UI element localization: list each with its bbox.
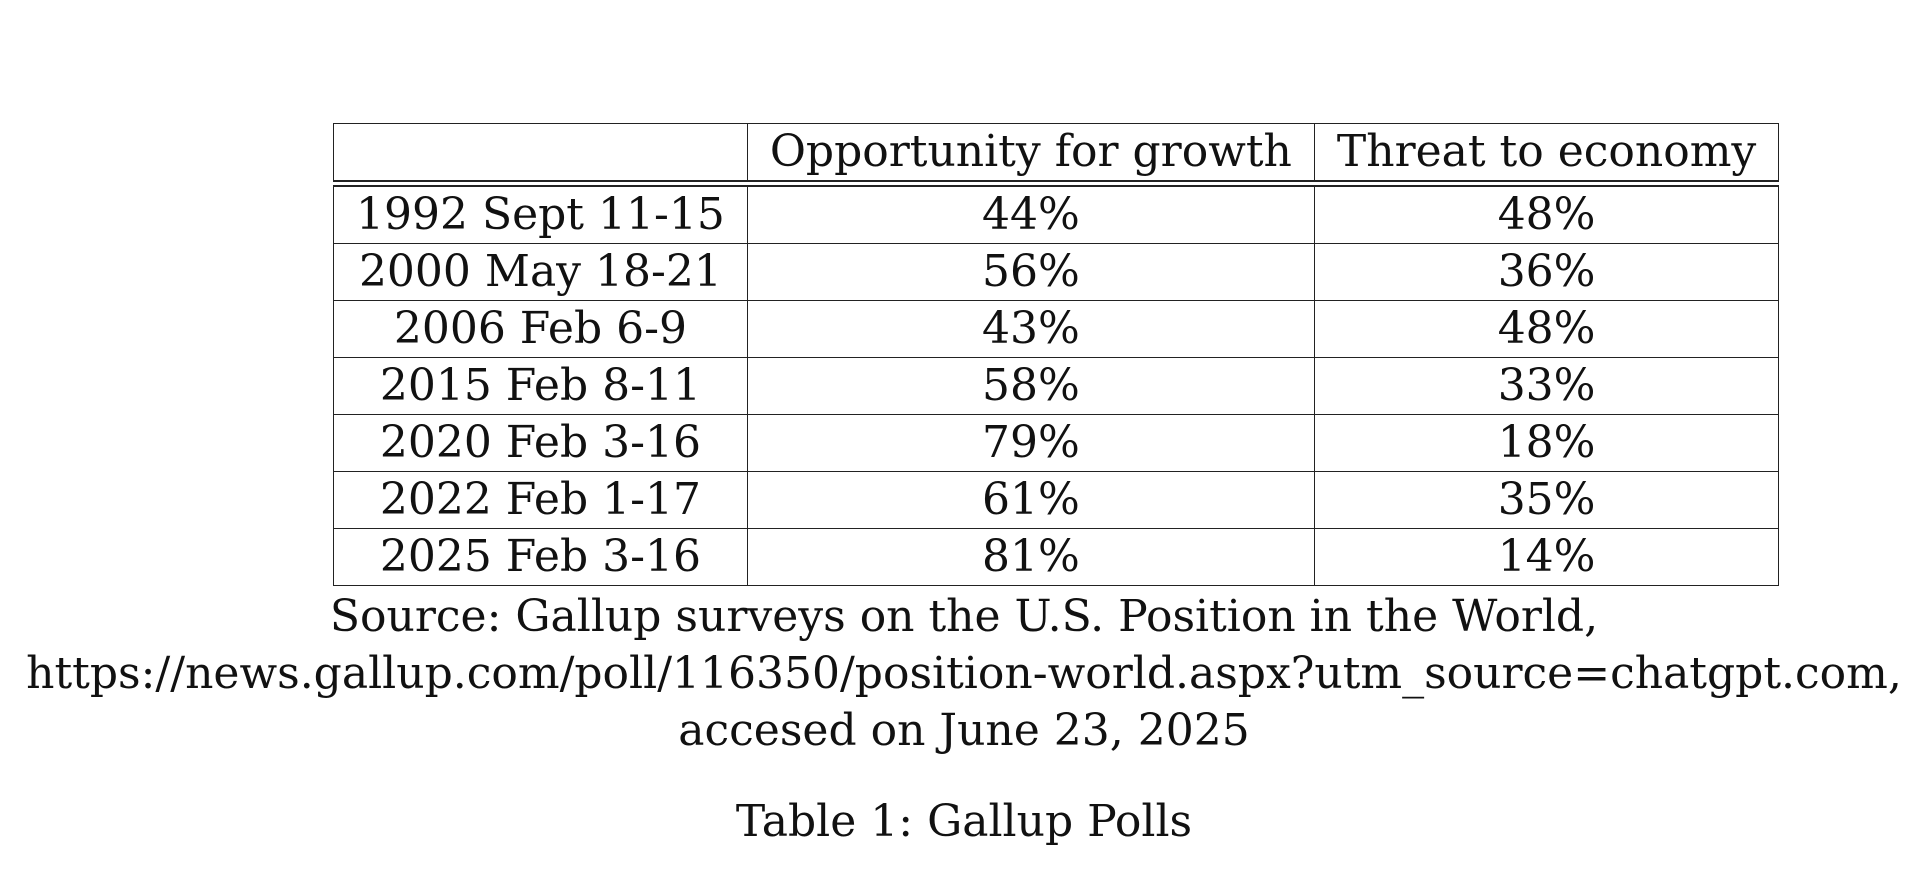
row-date: 2022 Feb 1-17 — [333, 471, 748, 529]
row-date: 2006 Feb 6-9 — [333, 300, 748, 358]
table-row: 1992 Sept 11-15 44% 48% — [333, 183, 1780, 244]
row-opportunity: 58% — [746, 357, 1315, 415]
row-opportunity: 44% — [746, 183, 1315, 244]
source-note: Source: Gallup surveys on the U.S. Posit… — [0, 588, 1928, 759]
row-threat: 33% — [1313, 357, 1780, 415]
row-threat: 48% — [1313, 300, 1780, 358]
row-opportunity: 61% — [746, 471, 1315, 529]
source-line-1: Source: Gallup surveys on the U.S. Posit… — [329, 591, 1599, 642]
table-caption: Table 1: Gallup Polls — [735, 796, 1193, 847]
table-row: 2015 Feb 8-11 58% 33% — [333, 357, 1780, 415]
row-date: 1992 Sept 11-15 — [333, 183, 748, 244]
source-url: https://news.gallup.com/poll/116350/posi… — [26, 648, 1902, 699]
row-opportunity: 81% — [746, 528, 1315, 586]
row-threat: 48% — [1313, 183, 1780, 244]
table-row: 2022 Feb 1-17 61% 35% — [333, 471, 1780, 529]
table-header-row: Opportunity for growth Threat to economy — [333, 123, 1780, 184]
row-threat: 18% — [1313, 414, 1780, 472]
poll-table-container: Opportunity for growth Threat to economy… — [333, 123, 1780, 586]
row-date: 2015 Feb 8-11 — [333, 357, 748, 415]
header-threat: Threat to economy — [1313, 123, 1780, 184]
table-row: 2006 Feb 6-9 43% 48% — [333, 300, 1780, 358]
row-opportunity: 43% — [746, 300, 1315, 358]
row-threat: 14% — [1313, 528, 1780, 586]
header-date — [333, 123, 748, 184]
source-access-date: accesed on June 23, 2025 — [678, 705, 1250, 756]
row-opportunity: 56% — [746, 243, 1315, 301]
table-row: 2025 Feb 3-16 81% 14% — [333, 528, 1780, 586]
table-row: 2020 Feb 3-16 79% 18% — [333, 414, 1780, 472]
row-date: 2000 May 18-21 — [333, 243, 748, 301]
row-opportunity: 79% — [746, 414, 1315, 472]
table-row: 2000 May 18-21 56% 36% — [333, 243, 1780, 301]
row-date: 2020 Feb 3-16 — [333, 414, 748, 472]
row-threat: 35% — [1313, 471, 1780, 529]
gallup-poll-table: Opportunity for growth Threat to economy… — [333, 123, 1780, 586]
row-date: 2025 Feb 3-16 — [333, 528, 748, 586]
row-threat: 36% — [1313, 243, 1780, 301]
header-opportunity: Opportunity for growth — [746, 123, 1315, 184]
